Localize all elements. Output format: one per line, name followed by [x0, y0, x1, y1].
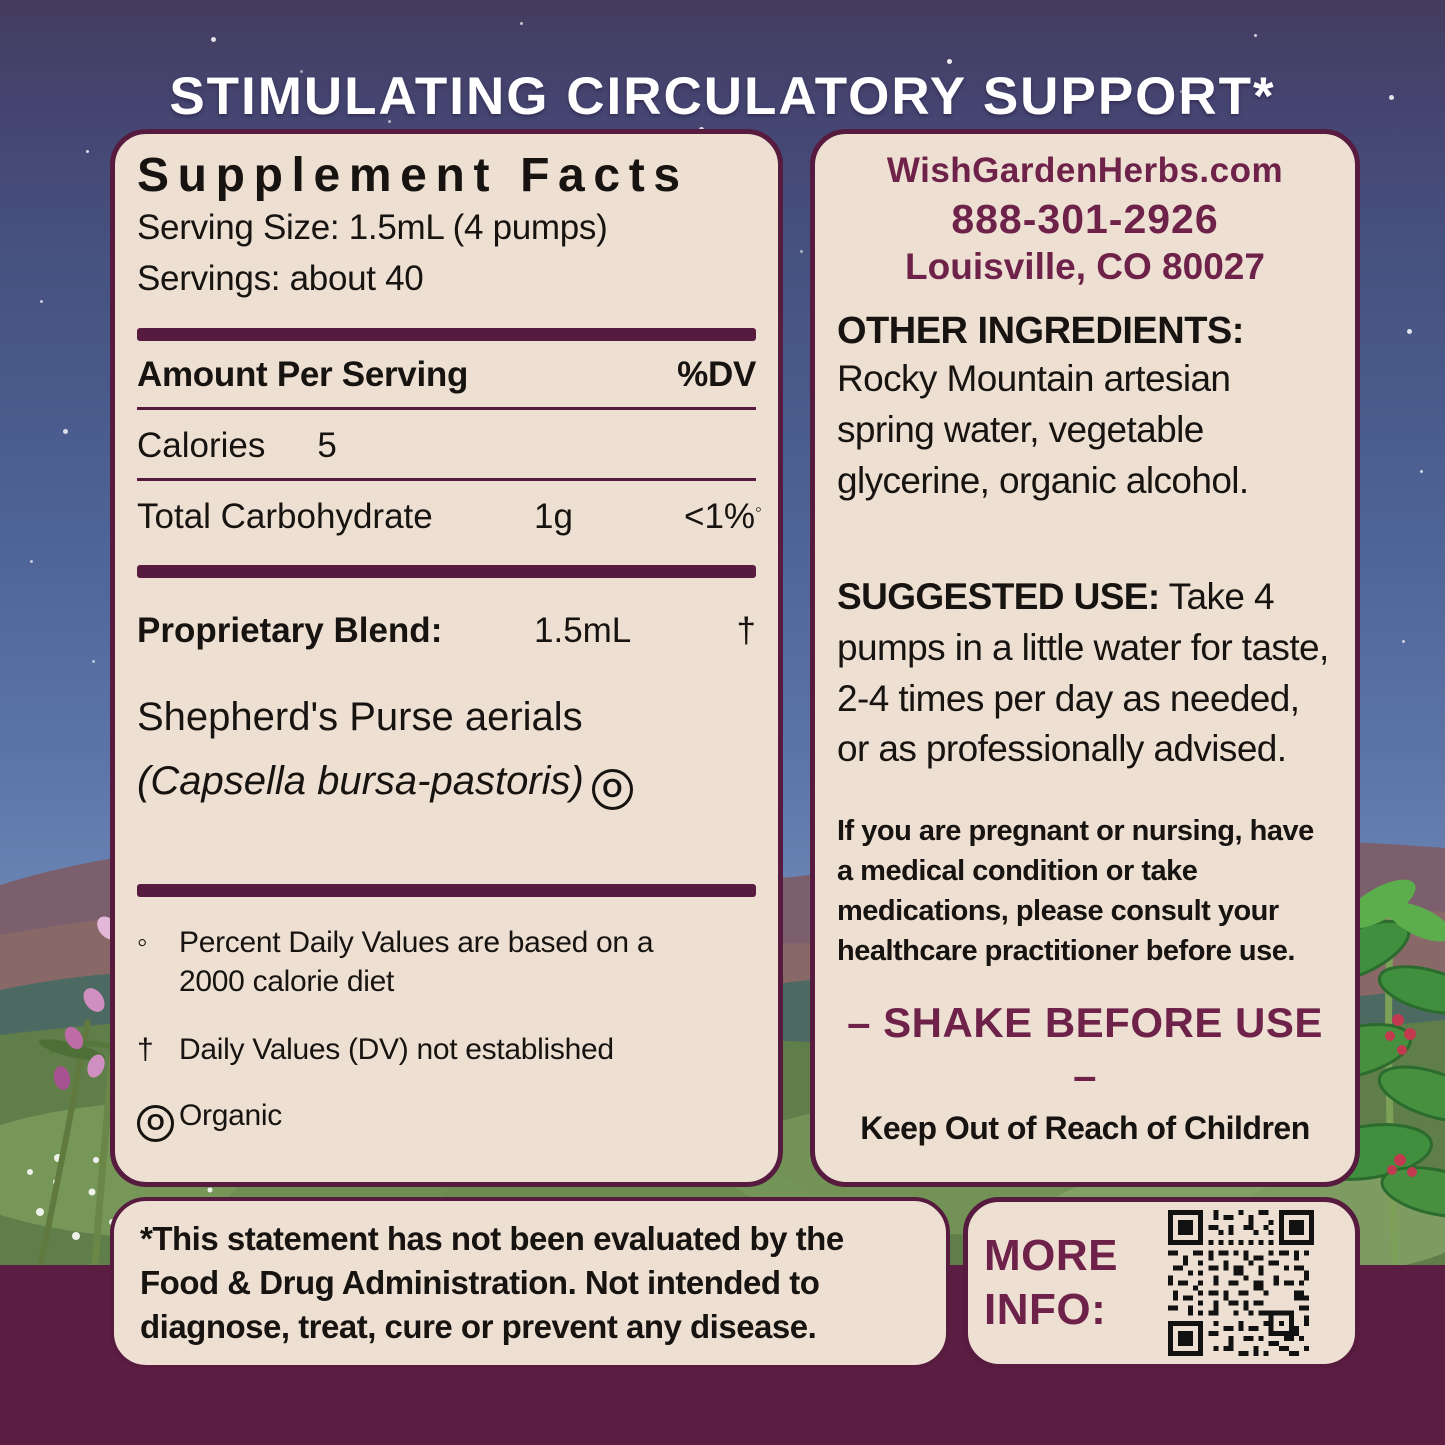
other-ingredients-text: Rocky Mountain artesian spring water, ve… [837, 358, 1249, 501]
keep-out-of-reach: Keep Out of Reach of Children [860, 1110, 1310, 1147]
carb-dv: <1%◦ [684, 497, 762, 537]
product-tagline: STIMULATING CIRCULATORY SUPPORT* [169, 67, 1276, 126]
footnote-dv-not-established: † Daily Values (DV) not established [137, 1030, 756, 1070]
fda-disclaimer-box: *This statement has not been evaluated b… [110, 1197, 950, 1369]
proprietary-blend-row: Proprietary Blend: 1.5mL † [137, 608, 756, 654]
calories-row: Calories 5 [137, 410, 756, 482]
carb-amount: 1g [534, 497, 573, 537]
organic-icon: O [137, 1104, 174, 1142]
calories-value: 5 [317, 426, 337, 466]
more-info-label: MORE INFO: [984, 1231, 1118, 1334]
ingredient-latin-name: (Capsella bursa-pastoris) O [137, 756, 756, 810]
blend-dv-dagger: † [736, 611, 756, 651]
blend-amount: 1.5mL [534, 611, 632, 651]
carbohydrate-row: Total Carbohydrate 1g <1%◦ [137, 481, 762, 551]
dv-footnote-marker: ◦ [755, 499, 762, 521]
thick-rule [137, 328, 756, 342]
pregnancy-warning: If you are pregnant or nursing, have a m… [837, 815, 1314, 968]
more-info-box: MORE INFO: [963, 1197, 1360, 1369]
blend-label: Proprietary Blend: [137, 611, 443, 651]
qr-code-icon [1168, 1210, 1314, 1356]
website: WishGardenHerbs.com [886, 151, 1284, 190]
address: Louisville, CO 80027 [905, 245, 1265, 287]
suggested-use-label: SUGGESTED USE: [837, 576, 1160, 618]
servings-count: Servings: about 40 [137, 258, 424, 298]
contact-block: WishGardenHerbs.com 888-301-2926 Louisvi… [837, 148, 1333, 289]
supplement-facts-panel: Supplement Facts Serving Size: 1.5mL (4 … [110, 129, 783, 1187]
footnote-daily-values: ◦ Percent Daily Values are based on a 20… [137, 923, 756, 1002]
phone-number: 888-301-2926 [951, 195, 1219, 242]
dv-header-label: %DV [677, 355, 756, 395]
carb-label: Total Carbohydrate [137, 497, 433, 537]
serving-size: Serving Size: 1.5mL (4 pumps) [137, 207, 608, 247]
thick-rule [137, 883, 756, 897]
footnote-organic: O Organic [137, 1096, 756, 1142]
organic-icon: O [591, 768, 633, 810]
dagger-marker: † [137, 1032, 154, 1066]
info-panel: WishGardenHerbs.com 888-301-2926 Louisvi… [810, 129, 1360, 1187]
fda-disclaimer-text: *This statement has not been evaluated b… [140, 1220, 844, 1345]
suggested-use-text: Take 4 pumps in a little water for taste… [837, 576, 1329, 770]
other-ingredients-label: OTHER INGREDIENTS: [837, 309, 1244, 352]
amount-per-serving-label: Amount Per Serving [137, 355, 469, 395]
ingredient-name: Shepherd's Purse aerials [137, 694, 583, 739]
shake-before-use: – SHAKE BEFORE USE – [847, 999, 1323, 1099]
supplement-facts-title: Supplement Facts [137, 149, 689, 202]
suggested-use: SUGGESTED USE: Take 4 pumps in a little … [837, 572, 1333, 775]
star-field [0, 0, 3, 3]
circle-marker: ◦ [137, 925, 148, 959]
facts-header-row: Amount Per Serving %DV [137, 341, 756, 411]
thick-rule [137, 565, 756, 579]
calories-label: Calories [137, 426, 266, 466]
